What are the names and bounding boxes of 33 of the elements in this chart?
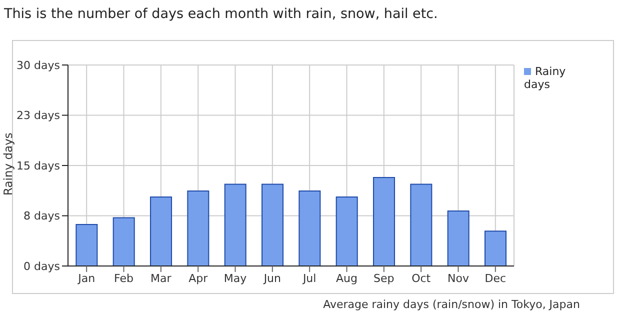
bar bbox=[112, 217, 135, 266]
bar bbox=[484, 230, 507, 266]
x-tick-label: Aug bbox=[336, 272, 358, 285]
x-tick-label: Oct bbox=[412, 272, 432, 285]
bar bbox=[76, 224, 98, 266]
x-tick-label: Feb bbox=[114, 272, 134, 285]
bar bbox=[447, 210, 470, 266]
y-axis-title: Rainy days bbox=[1, 132, 16, 196]
text: Average rainy days (rain/snow) in Tokyo, Japan bbox=[323, 298, 580, 311]
bar bbox=[410, 184, 432, 266]
y-tick-label: 15 days bbox=[16, 159, 60, 172]
x-tick-label: Jun bbox=[262, 272, 282, 285]
x-tick-label: Jul bbox=[302, 272, 316, 285]
bar bbox=[150, 196, 172, 266]
bar bbox=[187, 190, 210, 266]
legend-label: Rainy days bbox=[524, 65, 566, 91]
x-tick-label: Nov bbox=[448, 272, 470, 285]
bar bbox=[224, 184, 246, 266]
x-tick-label: Apr bbox=[188, 272, 208, 285]
x-tick-label: May bbox=[224, 272, 248, 285]
x-tick-label: Mar bbox=[150, 272, 172, 285]
y-tick-label: 0 days bbox=[24, 260, 60, 273]
bar bbox=[373, 177, 396, 266]
x-tick-label: Sep bbox=[374, 272, 394, 285]
bar bbox=[262, 184, 284, 266]
x-tick-label: Jan bbox=[77, 272, 96, 285]
y-tick-label: 8 days bbox=[24, 210, 60, 223]
chart-title: This is the number of days each month with rain, snow, hail etc. bbox=[4, 6, 438, 22]
bar bbox=[298, 190, 321, 266]
x-tick-label: Dec bbox=[484, 272, 506, 285]
y-tick-label: 30 days bbox=[16, 58, 60, 72]
bar bbox=[336, 196, 358, 266]
y-tick-label: 23 days bbox=[16, 109, 60, 122]
